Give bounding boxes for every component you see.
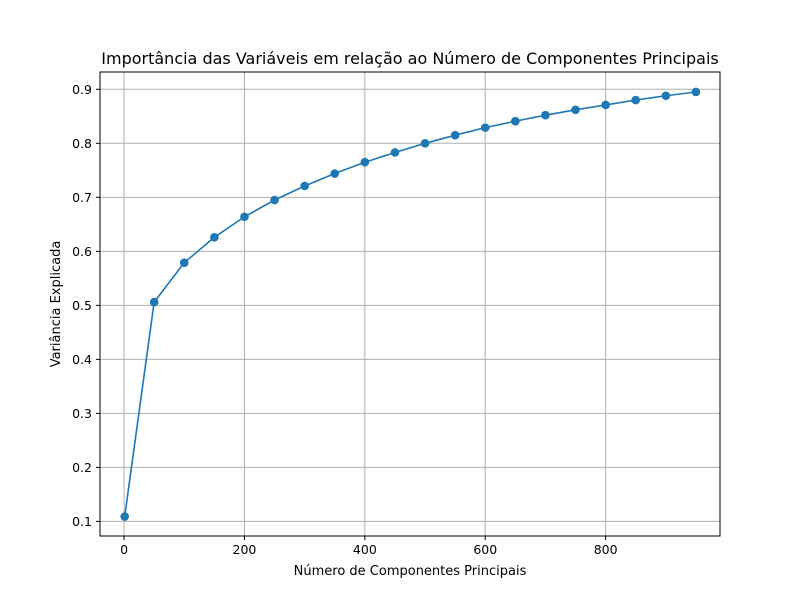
data-point [300, 181, 309, 191]
data-point [390, 148, 400, 157]
y-tick-label: 0.5 [72, 298, 92, 313]
data-point [360, 157, 370, 167]
data-point [179, 258, 189, 267]
data-point [120, 512, 129, 521]
data-point [210, 232, 219, 242]
chart-title: Importância das Variáveis em relação ao … [101, 49, 718, 68]
data-point [661, 91, 671, 101]
data-point [571, 105, 580, 115]
y-tick-label: 0.4 [72, 352, 92, 367]
x-axis-label: Número de Componentes Principais [294, 564, 527, 579]
series-layer [120, 87, 701, 521]
y-tick-label: 0.6 [72, 244, 92, 259]
x-tick-label: 200 [233, 542, 257, 557]
data-point [601, 100, 610, 110]
data-point [691, 87, 701, 97]
y-tick-label: 0.2 [72, 460, 92, 475]
plot-frame [99, 71, 721, 537]
y-tick-label: 0.1 [72, 514, 92, 529]
y-tick-label: 0.3 [72, 406, 92, 421]
ticks: 0 200 400 600 800 0.1 0.2 0.3 0.4 0.5 0.6 0.7 0.8 0.9 [72, 82, 617, 557]
y-axis-label: Variância Explicada [49, 241, 64, 368]
x-tick-label: 0 [120, 542, 128, 557]
x-tick-label: 800 [594, 542, 618, 557]
x-tick-label: 600 [473, 542, 497, 557]
data-point [149, 297, 159, 307]
data-point [631, 95, 641, 105]
data-point [541, 110, 550, 120]
y-tick-label: 0.8 [72, 136, 92, 151]
data-point [511, 116, 520, 126]
data-point [480, 123, 490, 132]
data-point [270, 195, 279, 205]
y-tick-label: 0.9 [72, 82, 92, 97]
data-point [420, 139, 430, 148]
x-tick-label: 400 [353, 542, 377, 557]
data-point [330, 169, 340, 178]
y-tick-label: 0.7 [72, 190, 92, 205]
data-point [240, 212, 249, 222]
series-line [123, 91, 697, 517]
grid [100, 72, 720, 536]
data-point [450, 130, 460, 140]
